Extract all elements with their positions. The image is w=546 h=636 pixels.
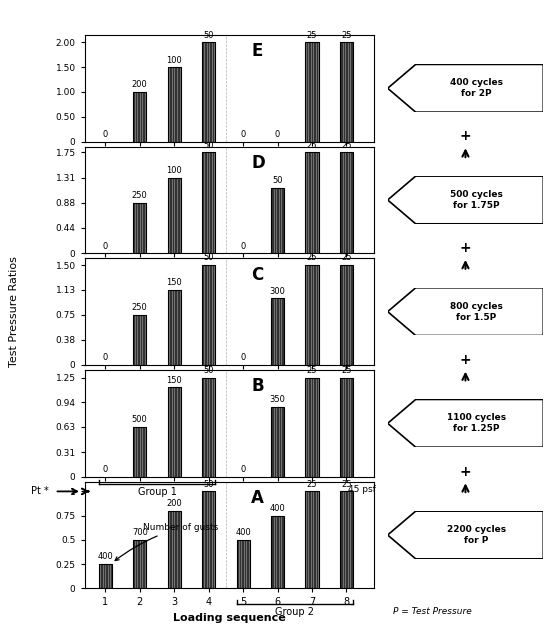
Bar: [271, 407, 284, 476]
Text: D: D: [251, 154, 265, 172]
Text: 200: 200: [167, 499, 182, 508]
Text: 100: 100: [167, 55, 182, 64]
Text: 50: 50: [272, 176, 283, 186]
Text: 25: 25: [307, 366, 317, 375]
Polygon shape: [388, 176, 543, 224]
Text: 25: 25: [307, 480, 317, 488]
Bar: [271, 516, 284, 588]
Text: 0: 0: [103, 353, 108, 363]
Bar: [168, 67, 181, 142]
Text: Group 2: Group 2: [275, 607, 314, 617]
Bar: [340, 265, 353, 365]
Text: Number of gusts: Number of gusts: [115, 523, 218, 560]
Bar: [168, 387, 181, 476]
Bar: [168, 178, 181, 253]
Text: 400: 400: [97, 553, 113, 562]
Bar: [340, 43, 353, 142]
Text: 150: 150: [167, 278, 182, 287]
Text: 200: 200: [132, 80, 147, 89]
Polygon shape: [388, 399, 543, 447]
Text: 0: 0: [240, 465, 246, 474]
Text: 25: 25: [341, 31, 352, 40]
Text: 45 psf: 45 psf: [348, 485, 376, 494]
Text: 25: 25: [341, 141, 352, 149]
Text: +: +: [460, 130, 471, 144]
Text: 50: 50: [204, 141, 214, 149]
Bar: [168, 511, 181, 588]
Text: 0: 0: [103, 130, 108, 139]
Bar: [340, 492, 353, 588]
Bar: [202, 153, 215, 253]
Polygon shape: [388, 511, 543, 559]
Bar: [133, 202, 146, 253]
Text: 150: 150: [167, 376, 182, 385]
Text: 300: 300: [270, 287, 286, 296]
Bar: [133, 427, 146, 476]
Text: 50: 50: [204, 366, 214, 375]
Text: P = Test Pressure: P = Test Pressure: [393, 607, 472, 616]
Text: 0: 0: [275, 130, 280, 139]
Text: A: A: [251, 489, 264, 507]
Text: C: C: [251, 266, 263, 284]
Text: 50: 50: [204, 31, 214, 40]
Text: 400 cycles
for 2P: 400 cycles for 2P: [450, 78, 503, 99]
Text: 500 cycles
for 1.75P: 500 cycles for 1.75P: [450, 190, 503, 210]
Bar: [236, 540, 250, 588]
Bar: [305, 265, 318, 365]
Bar: [271, 188, 284, 253]
Text: 500: 500: [132, 415, 147, 424]
Bar: [202, 265, 215, 365]
Text: 25: 25: [341, 480, 352, 488]
Bar: [305, 153, 318, 253]
Text: +: +: [460, 464, 471, 478]
Text: 25: 25: [307, 31, 317, 40]
Bar: [305, 492, 318, 588]
Text: Group 1: Group 1: [138, 487, 176, 497]
Text: +: +: [460, 241, 471, 255]
Text: E: E: [251, 43, 263, 60]
Text: 0: 0: [240, 130, 246, 139]
Text: 25: 25: [307, 253, 317, 262]
Text: 25: 25: [341, 366, 352, 375]
X-axis label: Loading sequence: Loading sequence: [173, 613, 286, 623]
Polygon shape: [388, 64, 543, 112]
Text: 50: 50: [204, 480, 214, 488]
Bar: [340, 153, 353, 253]
Bar: [305, 378, 318, 476]
Polygon shape: [388, 287, 543, 335]
Text: B: B: [251, 378, 264, 396]
Bar: [202, 492, 215, 588]
Text: 350: 350: [270, 396, 286, 404]
Text: 25: 25: [307, 141, 317, 149]
Text: 250: 250: [132, 303, 147, 312]
Text: 0: 0: [103, 465, 108, 474]
Text: 800 cycles
for 1.5P: 800 cycles for 1.5P: [450, 301, 503, 322]
Text: 100: 100: [167, 166, 182, 175]
Text: 0: 0: [103, 242, 108, 251]
Text: Pt *: Pt *: [31, 487, 49, 496]
Bar: [340, 378, 353, 476]
Text: 50: 50: [204, 253, 214, 262]
Bar: [168, 289, 181, 365]
Text: 250: 250: [132, 191, 147, 200]
Bar: [133, 315, 146, 365]
Text: 400: 400: [270, 504, 286, 513]
Text: 2200 cycles
for P: 2200 cycles for P: [447, 525, 506, 545]
Bar: [133, 92, 146, 142]
Bar: [271, 298, 284, 365]
Text: +: +: [460, 353, 471, 367]
Bar: [202, 378, 215, 476]
Bar: [99, 564, 112, 588]
Bar: [305, 43, 318, 142]
Text: 1100 cycles
for 1.25P: 1100 cycles for 1.25P: [447, 413, 506, 433]
Text: Test Pressure Ratios: Test Pressure Ratios: [9, 256, 19, 367]
Text: 0: 0: [240, 353, 246, 363]
Bar: [202, 43, 215, 142]
Text: 25: 25: [341, 253, 352, 262]
Text: 400: 400: [235, 528, 251, 537]
Text: 700: 700: [132, 528, 147, 537]
Bar: [133, 540, 146, 588]
Text: 0: 0: [240, 242, 246, 251]
